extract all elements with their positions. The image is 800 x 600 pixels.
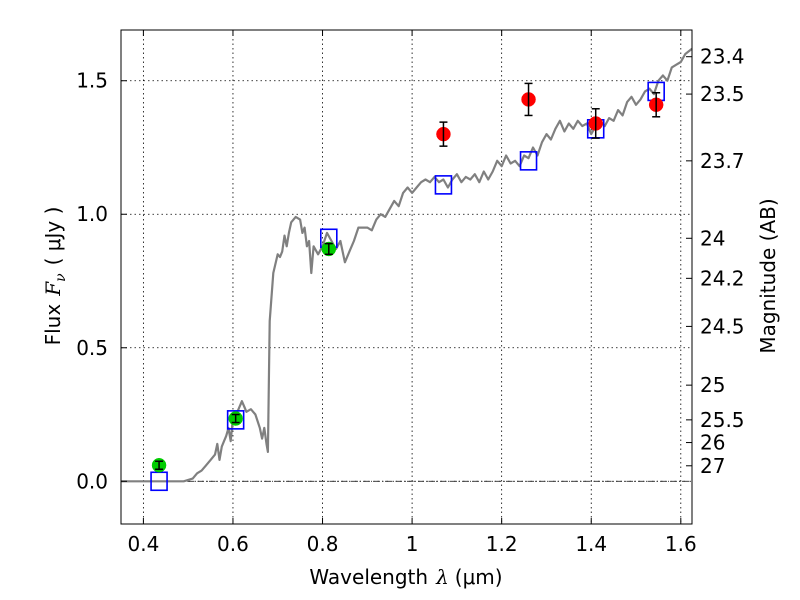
magnitude-axis-label: Magnitude (AB) xyxy=(756,198,780,353)
x-tick-label: 0.8 xyxy=(307,532,339,556)
spectrum-line xyxy=(121,49,692,482)
magnitude-tick-label: 23.4 xyxy=(700,45,745,69)
y-axis-label: FluxFν( μJy ) xyxy=(41,207,69,346)
magnitude-tick-label: 26 xyxy=(700,431,725,455)
x-tick-label: 0.6 xyxy=(217,532,249,556)
y-tick-label: 0.5 xyxy=(76,336,108,360)
magnitude-tick-label: 27 xyxy=(700,454,725,478)
y-tick-label: 0.0 xyxy=(76,469,108,493)
x-tick-label: 0.4 xyxy=(127,532,159,556)
grid xyxy=(121,30,692,524)
magnitude-tick-label: 25 xyxy=(700,373,725,397)
magnitude-tick-label: 23.7 xyxy=(700,149,745,173)
x-tick-label: 1.6 xyxy=(665,532,697,556)
sed-chart: 0.4 0.6 0.8 1 1.2 1.4 1.6 0.0 0.5 1.0 1.5 23.4 23.5 2… xyxy=(0,0,800,600)
x-tick-label: 1.2 xyxy=(486,532,518,556)
magnitude-tick-label: 24.5 xyxy=(700,314,745,338)
y-tick-label: 1.5 xyxy=(76,69,108,93)
y-tick-label: 1.0 xyxy=(76,202,108,226)
plot-frame xyxy=(121,30,692,524)
x-tick-label: 1.4 xyxy=(575,532,607,556)
x-axis-label: Wavelength λ (μm) xyxy=(309,565,502,589)
magnitude-tick-label: 24 xyxy=(700,226,725,250)
axis-ticks: 0.4 0.6 0.8 1 1.2 1.4 1.6 0.0 0.5 1.0 1.5 23.4 23.5 2… xyxy=(76,30,744,556)
magnitude-tick-label: 25.5 xyxy=(700,408,745,432)
magnitude-tick-label: 24.2 xyxy=(700,266,745,290)
magnitude-tick-label: 23.5 xyxy=(700,82,745,106)
plot-area xyxy=(121,49,692,491)
x-tick-label: 1 xyxy=(406,532,419,556)
